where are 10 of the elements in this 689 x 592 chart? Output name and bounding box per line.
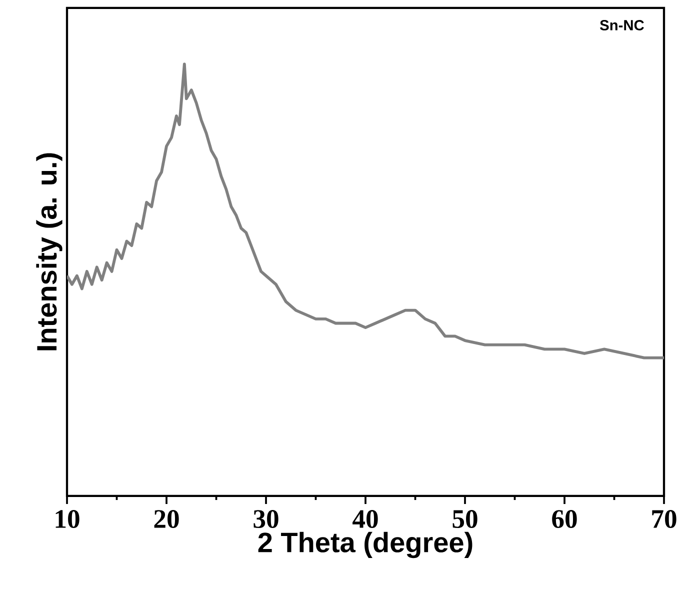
text: Sn-NC	[600, 20, 644, 30]
x-tick-label: 30	[254, 510, 278, 528]
y-axis-title: Intensity (a. u.)	[36, 153, 62, 350]
x-tick-label: 20	[154, 510, 179, 528]
x-tick-label: 10	[56, 510, 80, 528]
x-tick-label: 60	[552, 510, 577, 528]
x-tick-label: 70	[652, 510, 676, 528]
x-tick-label: 40	[352, 510, 378, 528]
x-tick-label: 50	[452, 510, 478, 528]
x-axis-title: 2 Theta (degree)	[258, 532, 472, 558]
